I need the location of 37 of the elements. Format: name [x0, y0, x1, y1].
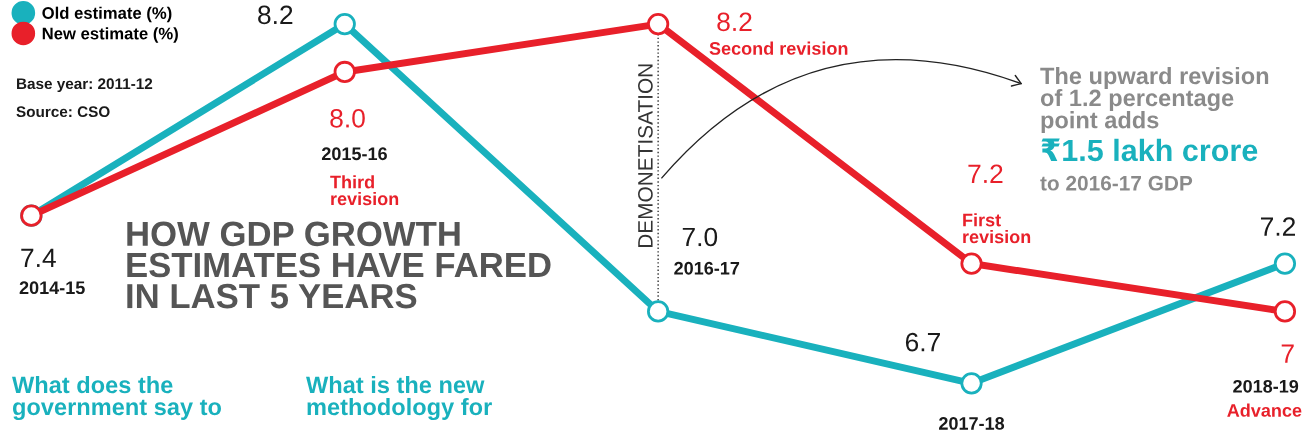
legend-label: New estimate (%)	[42, 27, 178, 43]
point	[333, 60, 356, 84]
x-tick-label: 2017-18	[939, 417, 1005, 430]
annotation: First revision	[963, 213, 1031, 244]
x-tick-label: 2018-19	[1233, 379, 1299, 393]
annotation: What is the new methodology for	[306, 375, 492, 421]
data-label: 7	[1281, 344, 1294, 363]
data-label: 7.2	[1261, 217, 1295, 236]
data-label: 7.4	[21, 248, 56, 267]
point	[647, 12, 670, 36]
point	[333, 12, 356, 36]
annotation: The upward revision of 1.2 percentage point adds	[1040, 66, 1269, 134]
annotation: What does the government say to	[12, 375, 222, 421]
x-tick-label: 2016-17	[674, 261, 740, 275]
ref-line-label: DEMONETISATION	[638, 64, 653, 248]
data-label: 8.2	[717, 12, 752, 32]
data-label: 7.2	[968, 164, 1003, 183]
data-label: 8.2	[258, 5, 293, 25]
annotation: ₹1.5 lakh crore	[1041, 138, 1258, 162]
annotation: Third revision	[330, 175, 399, 206]
data-label: 6.7	[905, 332, 940, 352]
point	[960, 372, 983, 395]
point	[1273, 252, 1297, 275]
annotation: Base year: 2011-12	[17, 78, 153, 93]
data-label: 8.0	[330, 108, 365, 128]
x-tick-label: 2014-15	[19, 281, 85, 295]
legend-label: Old estimate (%)	[42, 6, 172, 23]
text: HOW GDP GROWTH ESTIMATES HAVE FARED IN LAST 5 YEARS	[127, 221, 551, 309]
data-label: 7.0	[682, 227, 718, 247]
annotation: to 2016-17 GDP	[1040, 175, 1193, 191]
point	[960, 252, 983, 275]
annotation: Source: CSO	[16, 106, 110, 118]
point	[1273, 300, 1297, 323]
text: Advance	[1227, 403, 1302, 417]
x-tick-label: 2015-16	[321, 147, 387, 161]
annotation: Second revision	[709, 41, 848, 55]
point	[647, 300, 670, 323]
